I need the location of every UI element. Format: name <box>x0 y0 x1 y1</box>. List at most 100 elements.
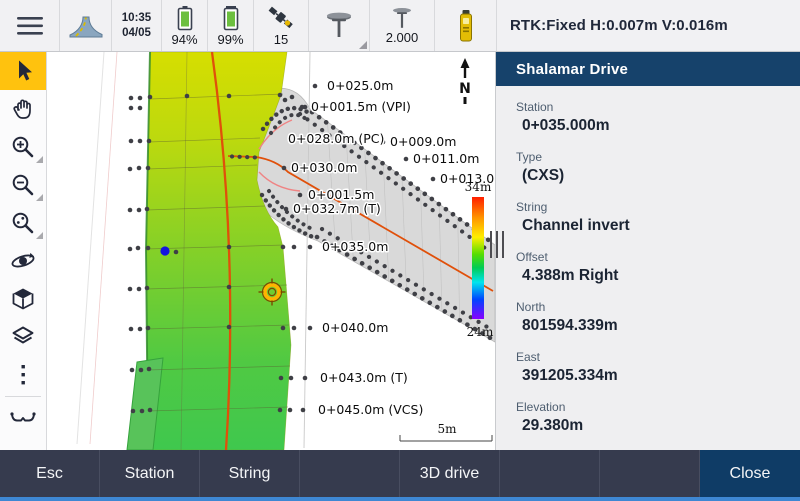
satellites-indicator[interactable]: 15 <box>254 0 309 51</box>
panel-grip-handle[interactable] <box>490 231 505 258</box>
station-button[interactable]: Station <box>100 450 200 497</box>
rtk-status-text: RTK:Fixed H:0.007m V:0.016m <box>510 17 728 34</box>
panel-fields: Station 0+035.000m Type (CXS) String Cha… <box>496 86 800 445</box>
station-label: 0+040.0m <box>322 320 388 335</box>
battery-2-indicator[interactable]: 99% <box>208 0 254 51</box>
station-label: 0+045.0m (VCS) <box>318 402 423 417</box>
elevation-legend: 34m 24m <box>465 180 494 339</box>
date-label: 04/05 <box>122 26 151 39</box>
softkey-empty <box>300 450 400 497</box>
flyout-indicator <box>36 194 43 201</box>
field-label: North <box>516 300 546 314</box>
data-collector-icon <box>459 9 472 41</box>
station-label: 0+001.5m <box>308 187 374 202</box>
cross-section-button[interactable] <box>0 399 46 437</box>
gnss-position-dot <box>160 246 170 256</box>
antenna-height-button[interactable]: 2.000 <box>370 0 435 51</box>
magnifier-plus-icon <box>12 136 34 158</box>
field-label: East <box>516 350 541 364</box>
arrow-cursor-icon <box>19 60 32 81</box>
satellite-count: 15 <box>273 31 289 47</box>
station-label: 0+001.5m (VPI) <box>311 99 411 114</box>
scale-bar: 5m <box>399 422 493 442</box>
battery-2-percent: 99% <box>217 31 244 47</box>
cross-section-icon <box>10 412 36 422</box>
satellite-icon <box>267 5 294 29</box>
field-string: String Channel invert <box>516 195 800 245</box>
battery-icon <box>223 5 238 30</box>
ellipsis-vertical-icon <box>21 365 25 385</box>
station-labels: 0+025.0m 0+001.5m (VPI) 0+028.0m (PC) 0+… <box>287 77 496 419</box>
toolbar-divider <box>5 396 41 397</box>
road-mode-button[interactable] <box>60 0 112 51</box>
zoom-out-button[interactable] <box>0 166 46 204</box>
select-tool-button[interactable] <box>0 52 46 90</box>
field-value: (CXS) <box>522 167 565 184</box>
softkey-bar: Esc Station String 3D drive Close <box>0 450 800 501</box>
station-label: 0+028.0m (PC) <box>288 131 384 146</box>
field-label: Type <box>516 150 543 164</box>
string-button[interactable]: String <box>200 450 300 497</box>
field-label: Station <box>516 100 554 114</box>
field-elevation: Elevation 29.380m <box>516 395 800 445</box>
orbit-tool-button[interactable] <box>0 242 46 280</box>
gnss-antenna-icon <box>327 12 351 37</box>
north-arrow-icon: N <box>459 58 471 104</box>
time-label: 10:35 <box>121 12 152 25</box>
field-east: East 391205.334m <box>516 345 800 395</box>
field-label: Offset <box>516 250 548 264</box>
cube-icon <box>12 288 34 310</box>
battery-icon <box>177 5 192 30</box>
field-type: Type (CXS) <box>516 145 800 195</box>
gnss-receiver-button[interactable] <box>309 0 370 51</box>
close-button[interactable]: Close <box>700 450 800 497</box>
alignment-centerlines <box>210 52 494 450</box>
pan-tool-button[interactable] <box>0 90 46 128</box>
menu-button[interactable] <box>0 0 60 51</box>
legend-max-label: 34m <box>465 180 492 194</box>
layers-icon <box>12 326 34 344</box>
more-options-button[interactable] <box>0 356 46 394</box>
layers-button[interactable] <box>0 318 46 356</box>
magnifier-select-icon <box>12 212 34 234</box>
station-label: 0+011.0m <box>413 151 479 166</box>
softkey-empty <box>500 450 600 497</box>
node-strings <box>229 104 495 342</box>
battery-1-percent: 94% <box>171 31 198 47</box>
view-3d-button[interactable] <box>0 280 46 318</box>
field-offset: Offset 4.388m Right <box>516 245 800 295</box>
drive-3d-button[interactable]: 3D drive <box>400 450 500 497</box>
road-icon <box>69 16 102 37</box>
target-crosshair-marker <box>258 278 286 306</box>
battery-1-indicator[interactable]: 94% <box>162 0 208 51</box>
station-label: 0+013.0m <box>440 171 495 186</box>
antenna-height-value: 2.000 <box>385 29 419 45</box>
rtk-status[interactable]: RTK:Fixed H:0.007m V:0.016m <box>497 0 800 51</box>
station-label: 0+032.7m (T) <box>293 201 381 216</box>
svg-text:N: N <box>459 81 471 97</box>
flyout-indicator <box>36 232 43 239</box>
field-value: 0+035.000m <box>522 117 610 134</box>
station-label: 0+009.0m <box>390 134 456 149</box>
map-view[interactable]: 0+025.0m 0+001.5m (VPI) 0+028.0m (PC) 0+… <box>47 52 495 450</box>
gnss-antenna-small-icon <box>393 7 411 28</box>
field-value: 391205.334m <box>522 367 618 384</box>
top-bar: 10:35 04/05 94% 99% <box>0 0 800 52</box>
field-label: String <box>516 200 548 214</box>
station-label: 0+035.0m <box>322 239 388 254</box>
field-label: Elevation <box>516 400 566 414</box>
map-canvas: 0+025.0m 0+001.5m (VPI) 0+028.0m (PC) 0+… <box>76 52 496 450</box>
field-value: Channel invert <box>522 217 630 234</box>
flyout-indicator <box>36 156 43 163</box>
controller-indicator[interactable] <box>435 0 497 51</box>
softkey-empty <box>600 450 700 497</box>
zoom-window-button[interactable] <box>0 204 46 242</box>
bottom-accent-line <box>0 497 800 501</box>
zoom-in-button[interactable] <box>0 128 46 166</box>
legend-min-label: 24m <box>467 325 494 339</box>
station-label: 0+025.0m <box>327 78 393 93</box>
node-dots <box>127 83 436 414</box>
station-label: 0+030.0m <box>291 160 357 175</box>
esc-button[interactable]: Esc <box>0 450 100 497</box>
